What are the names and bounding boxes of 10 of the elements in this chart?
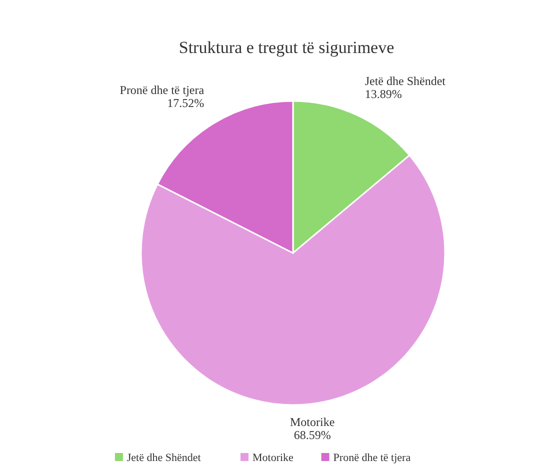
chart-title: Struktura e tregut të sigurimeve: [178, 38, 394, 57]
data-label: 17.52%: [167, 96, 204, 110]
slice-label: Pronë dhe të tjera: [120, 83, 205, 98]
data-label: 68.59%: [294, 428, 331, 442]
legend-label: Pronë dhe të tjera: [333, 452, 411, 464]
data-label: 13.89%: [364, 86, 402, 101]
slice-label: Motorike: [290, 414, 335, 429]
legend-label: Motorike: [252, 452, 294, 464]
slice-label: Jetë dhe Shëndet: [364, 74, 446, 88]
legend-label: Jetë dhe Shëndet: [126, 452, 201, 464]
